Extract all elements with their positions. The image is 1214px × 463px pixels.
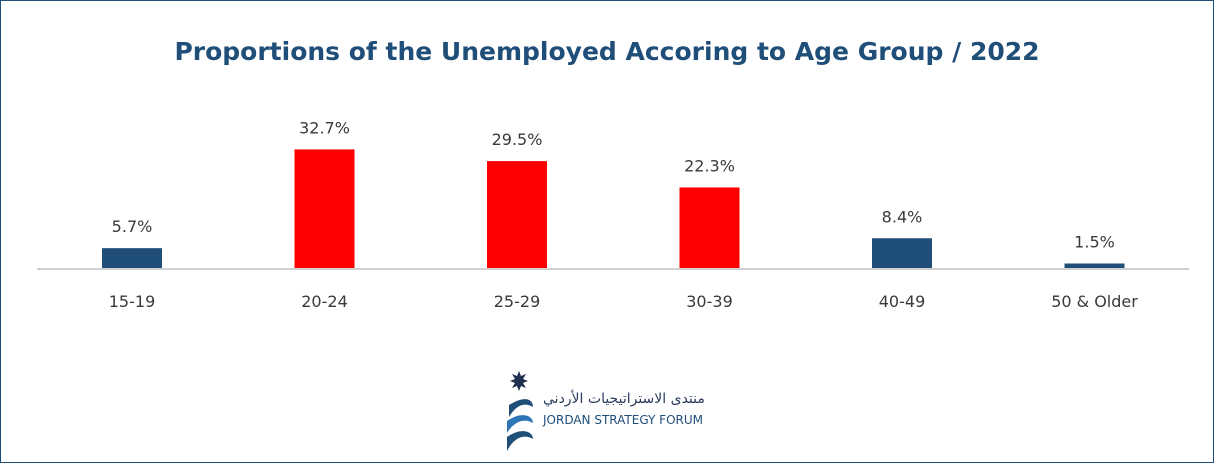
category-label: 40-49 xyxy=(879,292,926,311)
jsf-emblem-icon xyxy=(507,371,533,451)
bar-50-older xyxy=(1064,263,1125,269)
bar-25-29 xyxy=(487,161,547,269)
value-label: 32.7% xyxy=(299,118,350,137)
bar-20-24 xyxy=(294,149,355,269)
category-label: 20-24 xyxy=(301,292,348,311)
bars-layer xyxy=(102,149,1125,269)
chart-title: Proportions of the Unemployed Accoring t… xyxy=(174,37,1040,66)
category-label: 30-39 xyxy=(686,292,733,311)
labels-layer: 5.7% 15-19 32.7% 20-24 29.5% 25-29 22.3% 30-39 8… xyxy=(109,118,1138,311)
logo-arabic-name: منتدى الاستراتيجيات الأردني xyxy=(543,391,705,407)
category-label: 25-29 xyxy=(494,292,541,311)
category-label: 50 & Older xyxy=(1051,292,1138,311)
bar-15-19 xyxy=(102,248,162,269)
value-label: 22.3% xyxy=(684,156,735,175)
value-label: 5.7% xyxy=(112,217,153,236)
bar-30-39 xyxy=(679,187,740,269)
value-label: 29.5% xyxy=(492,130,543,149)
bar-40-49 xyxy=(872,238,932,269)
logo-english-name: JORDAN STRATEGY FORUM xyxy=(543,413,704,427)
value-label: 1.5% xyxy=(1074,233,1115,252)
value-label: 8.4% xyxy=(882,207,923,226)
jsf-logo: منتدى الاستراتيجيات الأردني JORDAN STRAT… xyxy=(499,369,759,459)
category-label: 15-19 xyxy=(109,292,156,311)
